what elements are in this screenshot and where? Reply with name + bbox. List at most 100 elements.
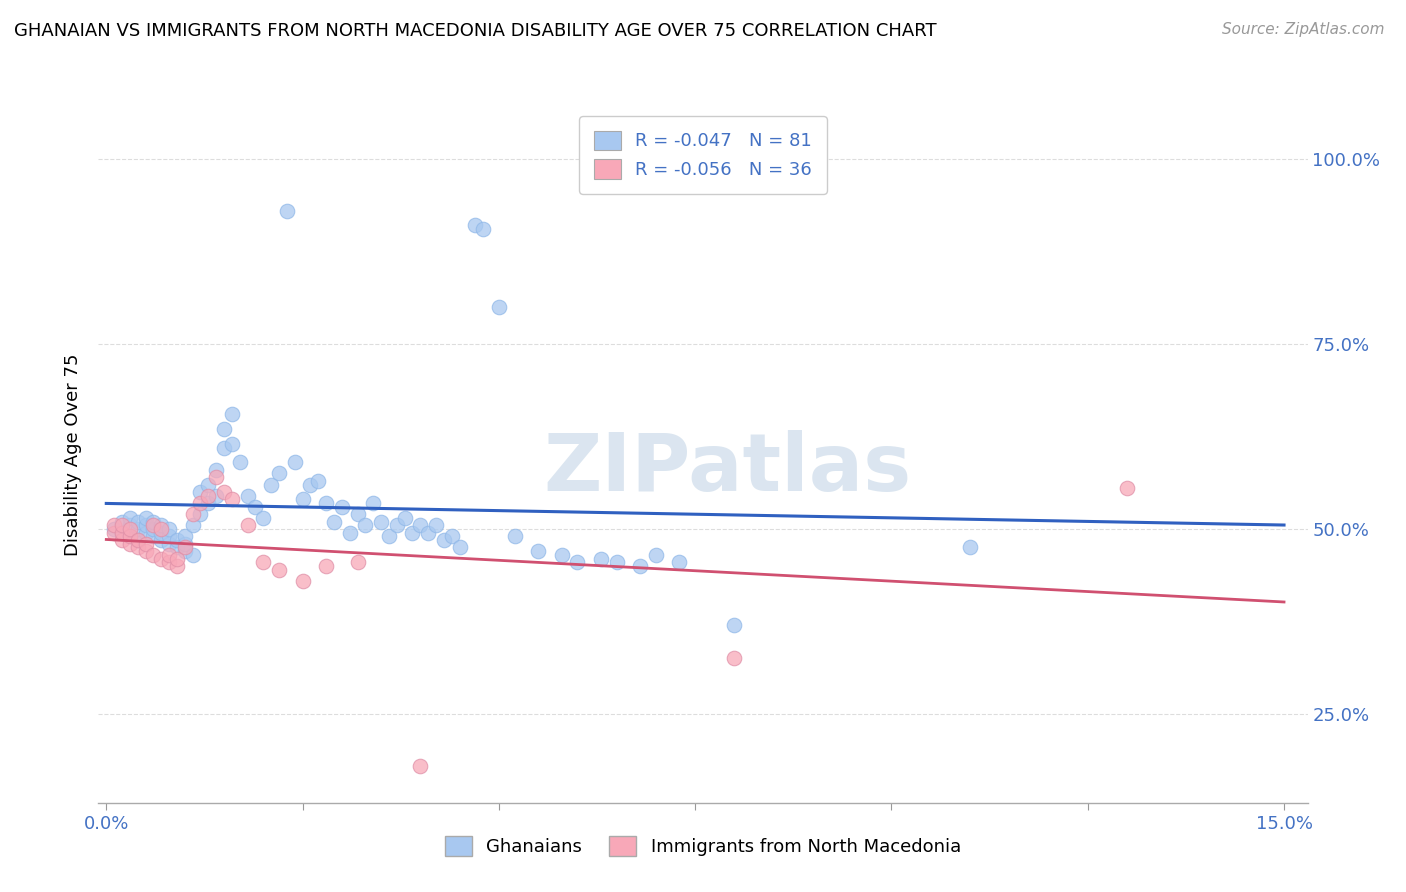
Point (959, 541, 981, 555)
Point (181, 548, 204, 562)
Point (150, 522, 173, 536)
Point (135, 544, 157, 558)
Point (157, 537, 180, 551)
Point (252, 555, 274, 569)
Point (181, 507, 204, 521)
Point (205, 489, 228, 503)
Point (252, 511, 274, 525)
Point (166, 558, 188, 573)
Point (606, 555, 628, 569)
Point (205, 463, 228, 477)
Point (127, 522, 149, 536)
Point (346, 555, 368, 569)
Point (229, 455, 252, 469)
Text: Source: ZipAtlas.com: Source: ZipAtlas.com (1222, 22, 1385, 37)
Point (323, 515, 346, 529)
Point (142, 515, 165, 529)
Y-axis label: Disability Age Over 75: Disability Age Over 75 (63, 353, 82, 557)
Point (135, 525, 157, 540)
Point (370, 515, 392, 529)
Point (111, 533, 134, 547)
Point (127, 533, 149, 547)
Point (142, 548, 165, 562)
Point (127, 533, 149, 547)
Point (127, 515, 149, 529)
Point (197, 489, 219, 503)
Point (190, 496, 212, 510)
Point (267, 467, 290, 481)
Point (197, 496, 219, 510)
Point (173, 541, 195, 555)
Point (315, 558, 337, 573)
Point (166, 533, 188, 547)
Point (190, 484, 212, 499)
Legend: Ghanaians, Immigrants from North Macedonia: Ghanaians, Immigrants from North Macedon… (437, 829, 969, 863)
Point (401, 525, 423, 540)
Point (284, 455, 307, 469)
Point (221, 492, 243, 507)
Point (157, 522, 180, 536)
Point (118, 529, 141, 543)
Point (157, 529, 180, 543)
Point (212, 484, 235, 499)
Point (1116, 481, 1139, 495)
Point (221, 407, 243, 421)
Point (245, 500, 267, 514)
Text: ZIPatlas: ZIPatlas (543, 430, 911, 508)
Point (118, 529, 141, 543)
Point (550, 548, 572, 562)
Point (135, 511, 157, 525)
Point (118, 537, 141, 551)
Point (668, 555, 690, 569)
Point (181, 518, 204, 533)
Point (409, 518, 432, 533)
Point (488, 300, 510, 314)
Point (260, 477, 283, 491)
Point (103, 525, 125, 540)
Point (267, 563, 290, 577)
Point (315, 496, 337, 510)
Point (118, 518, 141, 533)
Point (644, 548, 666, 562)
Text: GHANAIAN VS IMMIGRANTS FROM NORTH MACEDONIA DISABILITY AGE OVER 75 CORRELATION C: GHANAIAN VS IMMIGRANTS FROM NORTH MACEDO… (14, 22, 936, 40)
Point (173, 544, 195, 558)
Point (567, 555, 589, 569)
Point (449, 541, 471, 555)
Point (166, 541, 188, 555)
Point (527, 544, 550, 558)
Point (221, 437, 243, 451)
Point (212, 441, 235, 455)
Point (472, 222, 495, 236)
Point (236, 518, 259, 533)
Point (166, 551, 188, 566)
Point (394, 511, 416, 525)
Point (142, 522, 165, 536)
Point (111, 525, 134, 540)
Point (236, 489, 259, 503)
Point (190, 507, 212, 521)
Point (440, 529, 463, 543)
Point (291, 574, 314, 588)
Point (346, 507, 368, 521)
Point (197, 477, 219, 491)
Point (433, 533, 456, 547)
Point (464, 219, 486, 233)
Point (589, 551, 612, 566)
Point (118, 511, 141, 525)
Point (142, 518, 165, 533)
Point (723, 651, 745, 665)
Point (150, 533, 173, 547)
Point (127, 541, 149, 555)
Point (503, 529, 526, 543)
Point (150, 518, 173, 533)
Point (330, 500, 353, 514)
Point (378, 529, 401, 543)
Point (212, 422, 235, 436)
Point (385, 518, 408, 533)
Point (299, 477, 322, 491)
Point (157, 548, 180, 562)
Point (150, 525, 173, 540)
Point (103, 518, 125, 533)
Point (118, 522, 141, 536)
Point (111, 515, 134, 529)
